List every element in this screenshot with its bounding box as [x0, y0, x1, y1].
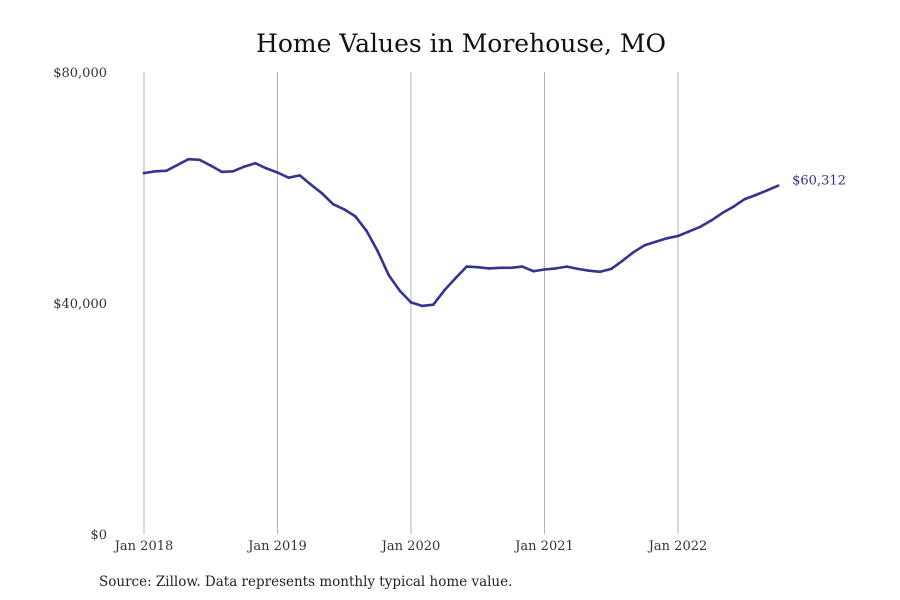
- data-point-56: [765, 189, 769, 192]
- x-axis-ticks: Jan 2018 Jan 2019 Jan 2020 Jan 2021 Jan 2022: [113, 539, 708, 554]
- data-point-37: [554, 267, 557, 270]
- x-tick-label-2: Jan 2020: [380, 539, 441, 554]
- data-point-47: [665, 237, 669, 240]
- data-point-30: [476, 265, 480, 269]
- data-point-26: [432, 303, 435, 307]
- data-point-10: [254, 161, 257, 165]
- x-tick-label-4: Jan 2022: [647, 539, 708, 554]
- data-point-23: [398, 289, 402, 293]
- data-point-38: [565, 265, 569, 268]
- data-point-27: [443, 289, 446, 292]
- chart-title: Home Values in Morehouse, MO: [256, 29, 666, 58]
- y-tick-label-1: $40,000: [53, 297, 107, 312]
- data-point-16: [320, 192, 324, 195]
- data-point-14: [298, 174, 302, 177]
- data-point-11: [265, 167, 268, 170]
- data-point-49: [687, 230, 691, 233]
- series-line-0: [142, 157, 780, 308]
- data-point-51: [710, 219, 713, 222]
- data-point-5: [198, 158, 201, 162]
- data-point-43: [621, 259, 624, 263]
- data-point-3: [176, 163, 179, 167]
- data-point-13: [287, 176, 290, 179]
- data-point-32: [498, 266, 502, 270]
- data-point-22: [387, 274, 391, 277]
- data-point-25: [420, 304, 424, 308]
- end-value-label: $60,312: [792, 174, 846, 189]
- series-layer: $60,312: [142, 157, 846, 308]
- data-point-44: [632, 250, 635, 254]
- x-tick-label-1: Jan 2019: [246, 539, 307, 554]
- data-point-53: [732, 205, 735, 208]
- data-point-28: [454, 276, 457, 280]
- data-point-4: [187, 157, 190, 161]
- data-point-35: [532, 269, 535, 273]
- data-point-20: [365, 229, 368, 233]
- data-point-2: [165, 169, 168, 173]
- data-point-50: [699, 225, 702, 229]
- data-point-6: [209, 164, 213, 167]
- data-point-57: [776, 184, 780, 187]
- data-point-41: [598, 270, 602, 274]
- data-point-24: [409, 301, 413, 304]
- data-point-42: [610, 267, 613, 271]
- data-point-46: [654, 240, 658, 244]
- x-tick-label-0: Jan 2018: [113, 539, 174, 554]
- data-point-1: [153, 170, 157, 173]
- y-axis-ticks: $0 $40,000 $80,000: [53, 66, 107, 543]
- data-point-8: [231, 170, 235, 173]
- source-note: Source: Zillow. Data represents monthly …: [99, 574, 512, 590]
- data-point-40: [587, 269, 591, 273]
- y-tick-label-0: $0: [90, 528, 107, 543]
- data-point-29: [465, 265, 468, 268]
- data-point-39: [576, 267, 580, 271]
- data-point-17: [331, 202, 335, 206]
- data-point-0: [142, 171, 146, 175]
- data-point-34: [521, 265, 524, 268]
- data-point-54: [743, 197, 747, 201]
- data-point-52: [721, 211, 724, 215]
- data-point-15: [309, 183, 313, 186]
- data-point-18: [343, 208, 346, 211]
- data-point-36: [543, 268, 546, 271]
- data-point-31: [487, 267, 491, 270]
- x-tick-label-3: Jan 2021: [513, 539, 574, 554]
- data-point-48: [676, 234, 680, 238]
- data-point-7: [220, 170, 224, 174]
- data-point-33: [509, 266, 513, 270]
- y-tick-label-2: $80,000: [53, 66, 107, 81]
- data-point-45: [643, 244, 646, 247]
- data-point-55: [754, 193, 758, 197]
- data-point-21: [376, 249, 379, 253]
- data-point-12: [276, 171, 279, 174]
- data-point-19: [354, 215, 357, 218]
- data-point-9: [242, 165, 246, 168]
